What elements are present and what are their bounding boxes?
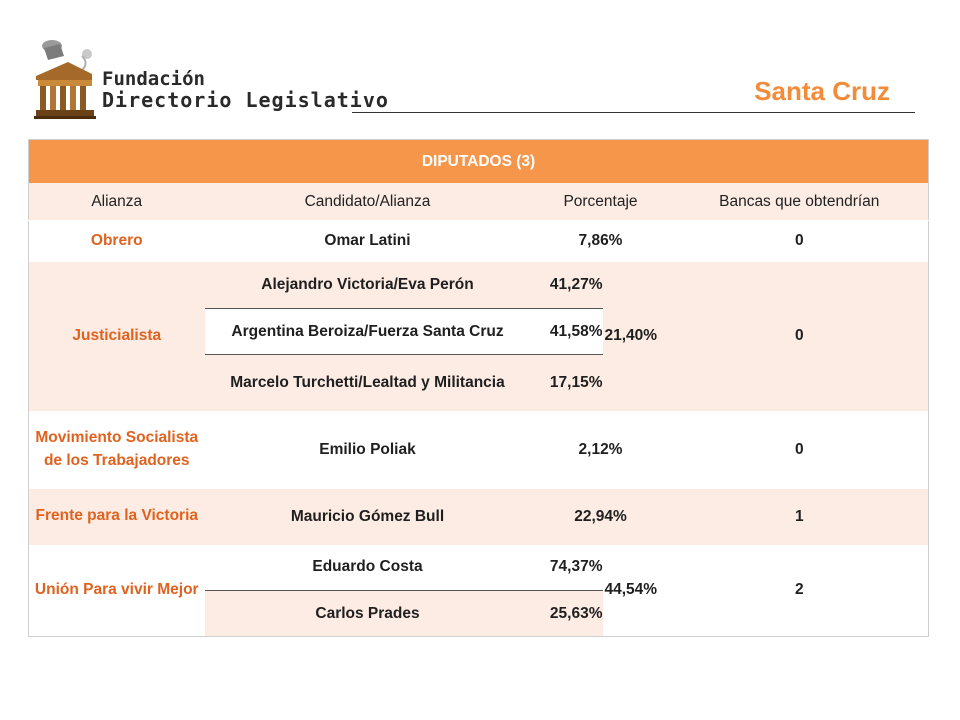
col-header-alianza: Alianza	[28, 183, 205, 221]
logo-line-2: Directorio Legislativo	[102, 88, 389, 112]
title-divider	[352, 112, 915, 113]
table-row: Obrero Omar Latini 7,86% 0	[28, 220, 929, 262]
table-title: DIPUTADOS (3)	[28, 139, 929, 183]
candidate-name: Carlos Prades	[204, 590, 531, 637]
alliance-name: Unión Para vivir Mejor	[28, 544, 205, 637]
candidate-name: Mauricio Gómez Bull	[204, 488, 531, 545]
logo-line-1: Fundación	[102, 68, 205, 90]
candidate-name: Marcelo Turchetti/Lealtad y Militancia	[204, 354, 531, 411]
results-table: DIPUTADOS (3) Alianza Candidato/Alianza …	[28, 139, 930, 637]
table-row: Movimiento Socialista de los Trabajadore…	[28, 410, 929, 489]
col-header-porcentaje: Porcentaje	[530, 183, 671, 221]
table-header-row: Alianza Candidato/Alianza Porcentaje Ban…	[28, 183, 929, 221]
alliance-total-percentage: 44,54%	[602, 544, 671, 637]
candidate-percentage: 22,94%	[530, 488, 671, 545]
logo-emblem-icon	[34, 40, 96, 119]
seats-value: 1	[670, 488, 929, 545]
table-row: Justicialista Alejandro Victoria/Eva Per…	[28, 261, 929, 411]
candidate-name: Emilio Poliak	[204, 410, 531, 489]
candidate-name: Eduardo Costa	[204, 544, 531, 591]
seats-value: 0	[670, 261, 929, 411]
candidate-percentage: 17,15%	[530, 354, 603, 411]
table-row: Frente para la Victoria Mauricio Gómez B…	[28, 488, 929, 545]
table-row: Argentina Beroiza/Fuerza Santa Cruz 41,5…	[29, 308, 929, 355]
candidate-percentage: 25,63%	[530, 590, 603, 637]
col-header-candidato: Candidato/Alianza	[204, 183, 531, 221]
seats-value: 2	[670, 544, 929, 637]
candidate-name: Argentina Beroiza/Fuerza Santa Cruz	[204, 308, 531, 355]
page-title: Santa Cruz	[754, 76, 890, 106]
alliance-name: Movimiento Socialista de los Trabajadore…	[28, 410, 205, 489]
candidate-name: Alejandro Victoria/Eva Perón	[204, 261, 531, 309]
table-row: Unión Para vivir Mejor Eduardo Costa 74,…	[28, 544, 929, 637]
alliance-total-percentage: 21,40%	[602, 261, 671, 411]
candidate-percentage: 7,86%	[530, 220, 671, 262]
candidate-percentage: 74,37%	[530, 544, 603, 591]
alliance-name: Frente para la Victoria	[28, 488, 205, 545]
candidate-percentage: 41,58%	[530, 308, 603, 355]
table-row: Carlos Prades 25,63%	[29, 590, 929, 637]
table-row: Marcelo Turchetti/Lealtad y Militancia 1…	[29, 354, 929, 411]
col-header-bancas: Bancas que obtendrían	[670, 183, 929, 221]
seats-value: 0	[670, 410, 929, 489]
candidate-percentage: 2,12%	[530, 410, 671, 489]
logo: Fundación Directorio Legislativo	[30, 34, 388, 124]
alliance-name: Justicialista	[28, 261, 205, 411]
candidate-name: Omar Latini	[204, 220, 531, 262]
alliance-name: Obrero	[28, 220, 205, 262]
results-table-container: DIPUTADOS (3) Alianza Candidato/Alianza …	[28, 139, 930, 637]
seats-value: 0	[670, 220, 929, 262]
candidate-percentage: 41,27%	[530, 261, 603, 309]
